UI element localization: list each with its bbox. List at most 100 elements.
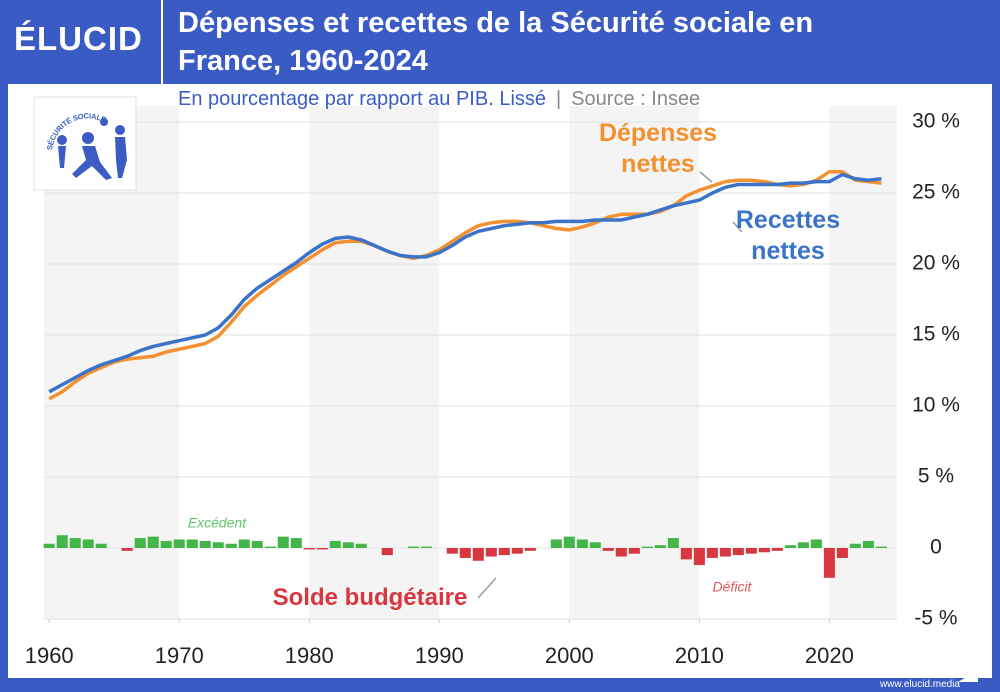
bar (186, 539, 198, 548)
bar (147, 536, 159, 548)
bar (173, 539, 185, 548)
chart-title: Dépenses et recettes de la Sécurité soci… (178, 7, 814, 77)
bar (628, 548, 640, 554)
y-tick-label: 0 (930, 536, 942, 559)
bar (225, 543, 237, 548)
bar (446, 548, 458, 554)
series-label: Recettes nettes (735, 206, 841, 265)
series-label: Dépenses nettes (598, 119, 718, 178)
bar (342, 542, 354, 548)
bar (654, 545, 666, 548)
bar (823, 548, 835, 578)
bar (836, 548, 848, 558)
source: Source : Insee (571, 88, 700, 110)
y-tick-label: 30 % (912, 110, 960, 133)
bar (95, 543, 107, 548)
decade-band (309, 106, 440, 619)
bar (329, 540, 341, 548)
x-tick-label: 1990 (415, 643, 464, 668)
bar (316, 548, 328, 550)
x-tick-label: 2010 (675, 643, 724, 668)
bar (199, 540, 211, 548)
bar (82, 539, 94, 548)
decade-band (569, 106, 700, 619)
marks: Excédent Déficit (43, 169, 887, 595)
y-tick-label: 20 % (912, 252, 960, 275)
leader-lines (477, 171, 743, 599)
x-tick-label: 1970 (155, 643, 204, 668)
bar (212, 542, 224, 548)
bar (303, 548, 315, 550)
bar (381, 548, 393, 556)
logo-figure (100, 118, 108, 126)
bar (498, 548, 510, 556)
y-tick-label: 5 % (918, 465, 954, 488)
annotation: Déficit (713, 579, 753, 595)
bar (693, 548, 705, 566)
y-tick-label: 15 % (912, 323, 960, 346)
bar (355, 543, 367, 548)
header-separator (161, 0, 163, 84)
leader-line (477, 577, 497, 599)
bar (134, 538, 146, 548)
bar (290, 538, 302, 548)
logo-figure (115, 125, 125, 135)
bar (563, 536, 575, 548)
x-tick-label: 1960 (25, 643, 74, 668)
grid: -5 % 0 5 % 10 % 15 % 20 % 25 % 30 % 1960 1970 1980… (25, 110, 960, 668)
logo-figure (82, 132, 94, 144)
bar (69, 538, 81, 548)
annotation: Excédent (188, 515, 247, 531)
secu-logo: SÉCURITÉ SOCIALE (33, 96, 137, 191)
bar (121, 548, 133, 551)
bar (784, 545, 796, 548)
leader-line (732, 221, 743, 233)
leader-line (699, 171, 713, 183)
y-tick-label: 10 % (912, 394, 960, 417)
bar (420, 546, 432, 548)
brand-logo: ÉLUCID (14, 20, 143, 57)
bar (56, 535, 68, 548)
bar (511, 548, 523, 554)
bar (641, 546, 653, 548)
bar (719, 548, 731, 557)
bar (550, 539, 562, 548)
bar (771, 548, 783, 551)
bar (615, 548, 627, 557)
logo-figure (58, 146, 66, 168)
bar (485, 548, 497, 557)
bar (472, 548, 484, 561)
decade-band (829, 106, 897, 619)
line (48, 172, 882, 394)
bar (602, 548, 614, 551)
bar (875, 546, 887, 548)
x-tick-label: 2020 (805, 643, 854, 668)
footer: www.elucid.media (879, 679, 960, 690)
logo-figure (57, 135, 67, 145)
bar (238, 539, 250, 548)
bar (797, 542, 809, 548)
y-tick-label: 25 % (912, 181, 960, 204)
logo-figure (115, 137, 127, 178)
footer-icon (958, 670, 978, 682)
subtitle: En pourcentage par rapport au PIB. Lissé (178, 88, 546, 110)
bar (758, 548, 770, 553)
bar (524, 548, 536, 551)
bar (576, 539, 588, 548)
bar (732, 548, 744, 556)
logo-figure (72, 146, 112, 180)
x-tick-label: 1980 (285, 643, 334, 668)
bar (459, 548, 471, 558)
bar (160, 540, 172, 548)
bar (589, 542, 601, 548)
chart-subtitle: En pourcentage par rapport au PIB. Lissé… (178, 88, 700, 110)
bar (706, 548, 718, 558)
bar (407, 546, 419, 548)
y-tick-label: -5 % (914, 607, 957, 630)
bar (277, 536, 289, 548)
bar (667, 538, 679, 548)
x-tick-label: 2000 (545, 643, 594, 668)
bar (745, 548, 757, 554)
line (48, 169, 882, 401)
